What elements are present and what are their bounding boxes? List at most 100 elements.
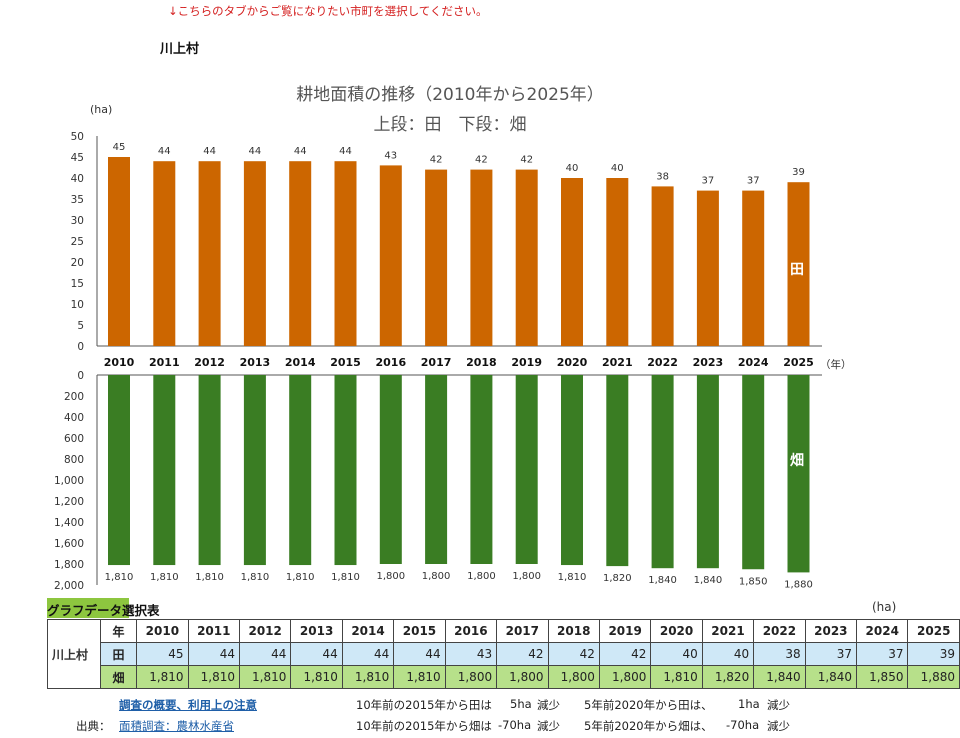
ta-data-label: 44 bbox=[339, 146, 352, 157]
table-row-label-ta: 田 bbox=[99, 642, 138, 666]
table-value-cell: 44 bbox=[393, 642, 446, 666]
hata-data-label: 1,810 bbox=[558, 572, 587, 583]
chart-title: 耕地面積の推移（2010年から2025年） bbox=[296, 85, 604, 105]
ta-data-label: 40 bbox=[566, 163, 579, 174]
hata-data-label: 1,800 bbox=[422, 571, 451, 582]
hata-series-label: 畑 bbox=[789, 453, 804, 469]
table-header-year-cell: 2013 bbox=[290, 619, 343, 643]
lower-y-tick-label: 2,000 bbox=[54, 580, 84, 592]
table-row-ta: 田 45 44 44 44 44 44 43 42 42 42 40 40 38 37 37 39 bbox=[48, 642, 960, 666]
table-value-cell: 1,800 bbox=[547, 665, 600, 689]
table-header-year-cell: 2024 bbox=[856, 619, 909, 643]
lower-y-tick-label: 1,400 bbox=[54, 517, 84, 529]
table-value-cell: 1,840 bbox=[753, 665, 806, 689]
hata-data-label: 1,840 bbox=[648, 575, 677, 586]
x-category-label: 2013 bbox=[240, 356, 271, 369]
hata-data-label: 1,810 bbox=[105, 572, 134, 583]
instruction-notice: ↓こちらのタブからご覧になりたい市町を選択してください。 bbox=[168, 4, 488, 18]
table-value-cell: 1,820 bbox=[701, 665, 755, 689]
table-value-cell: 1,800 bbox=[444, 665, 498, 689]
ta-bar bbox=[289, 161, 312, 346]
hata-bar bbox=[696, 375, 719, 569]
table-header-year-cell: 2021 bbox=[701, 619, 755, 643]
hata-bar bbox=[515, 375, 538, 564]
hata-bar bbox=[561, 375, 583, 566]
table-value-cell: 1,800 bbox=[496, 665, 549, 689]
table-header-year-cell: 2012 bbox=[238, 619, 292, 643]
x-category-label: 2010 bbox=[104, 356, 135, 369]
x-category-label: 2024 bbox=[738, 356, 769, 369]
table-value-cell: 1,810 bbox=[136, 665, 189, 689]
ta-5y-value: 1ha bbox=[738, 697, 760, 711]
hata-10y-suffix: 減少 bbox=[537, 719, 560, 733]
table-header-year: 年 bbox=[99, 619, 138, 643]
table-value-cell: 39 bbox=[907, 642, 960, 666]
table-row-label-hata: 畑 bbox=[99, 665, 138, 689]
upper-y-tick-label: 5 bbox=[77, 320, 84, 332]
table-village-cell[interactable]: 川上村 bbox=[47, 619, 101, 689]
ta-bar bbox=[696, 190, 719, 346]
village-name: 川上村 bbox=[160, 42, 200, 57]
table-value-cell: 1,810 bbox=[393, 665, 446, 689]
chart-subtitle: 上段：田 下段：畑 bbox=[373, 115, 527, 135]
x-category-label: 2012 bbox=[194, 356, 225, 369]
hata-data-label: 1,800 bbox=[467, 571, 496, 582]
table-value-cell: 44 bbox=[187, 642, 240, 666]
ta-data-label: 44 bbox=[249, 146, 262, 157]
ta-data-label: 39 bbox=[792, 167, 805, 178]
hata-data-label: 1,810 bbox=[150, 572, 179, 583]
farmland-bar-chart: (ha)0510152025303540455002004006008001,0… bbox=[54, 103, 852, 592]
ta-data-label: 38 bbox=[656, 171, 669, 182]
ta-series-label: 田 bbox=[790, 262, 804, 278]
ta-data-label: 45 bbox=[113, 142, 126, 153]
upper-y-tick-label: 15 bbox=[71, 278, 84, 290]
upper-y-tick-label: 30 bbox=[71, 215, 84, 227]
hata-data-label: 1,850 bbox=[739, 576, 768, 587]
table-value-cell: 43 bbox=[444, 642, 498, 666]
table-value-cell: 44 bbox=[290, 642, 343, 666]
table-header-year-cell: 2011 bbox=[187, 619, 240, 643]
lower-y-tick-label: 800 bbox=[64, 454, 84, 466]
hata-bar bbox=[289, 375, 312, 566]
hata-5y-suffix: 減少 bbox=[767, 719, 790, 733]
hata-bar bbox=[379, 375, 402, 564]
table-header-year-cell: 2023 bbox=[804, 619, 858, 643]
table-value-cell: 1,810 bbox=[187, 665, 240, 689]
table-title-highlight bbox=[47, 598, 129, 618]
ta-10y-suffix: 減少 bbox=[537, 698, 560, 712]
lower-y-tick-label: 1,600 bbox=[54, 538, 84, 550]
table-header-row: 川上村 年 2010 2011 2012 2013 2014 2015 2016 2017 20… bbox=[47, 619, 960, 689]
table-header-year-cell: 2015 bbox=[393, 619, 446, 643]
hata-bar bbox=[153, 375, 176, 566]
ta-bar bbox=[606, 178, 629, 346]
ta-10y-value: 5ha bbox=[510, 697, 532, 711]
ta-bar bbox=[515, 169, 538, 346]
hata-bar bbox=[470, 375, 493, 564]
table-value-cell: 44 bbox=[238, 642, 292, 666]
x-category-label: 2025 bbox=[783, 356, 814, 369]
ta-bar bbox=[198, 161, 221, 346]
table-value-cell: 38 bbox=[753, 642, 806, 666]
overview-link[interactable]: 調査の概要、利用上の注意 bbox=[119, 698, 257, 712]
table-value-cell: 1,850 bbox=[856, 665, 909, 689]
ta-bar bbox=[425, 169, 448, 346]
hata-data-label: 1,800 bbox=[512, 571, 541, 582]
table-value-cell: 42 bbox=[598, 642, 652, 666]
table-value-cell: 42 bbox=[496, 642, 549, 666]
graph-data-table: 川上村 年 2010 2011 2012 2013 2014 2015 2016 2017 20… bbox=[47, 619, 960, 689]
table-row-hata: 畑 1,810 1,810 1,810 1,810 1,810 1,810 1,800 1,8… bbox=[48, 665, 960, 689]
ta-data-label: 44 bbox=[294, 146, 307, 157]
ta-10y-prefix: 10年前の2015年から田は bbox=[356, 698, 492, 712]
x-category-label: 2015 bbox=[330, 356, 361, 369]
table-header-year-cell: 2017 bbox=[496, 619, 549, 643]
ta-5y-suffix: 減少 bbox=[767, 698, 790, 712]
upper-y-tick-label: 50 bbox=[71, 131, 84, 143]
x-category-label: 2011 bbox=[149, 356, 180, 369]
x-category-label: 2022 bbox=[647, 356, 678, 369]
x-category-label: 2021 bbox=[602, 356, 633, 369]
table-header-year-cell: 2022 bbox=[753, 619, 806, 643]
lower-y-tick-label: 1,800 bbox=[54, 559, 84, 571]
source-link[interactable]: 面積調査：農林水産省 bbox=[119, 719, 234, 733]
hata-data-label: 1,820 bbox=[603, 573, 632, 584]
ta-bar bbox=[334, 161, 357, 346]
